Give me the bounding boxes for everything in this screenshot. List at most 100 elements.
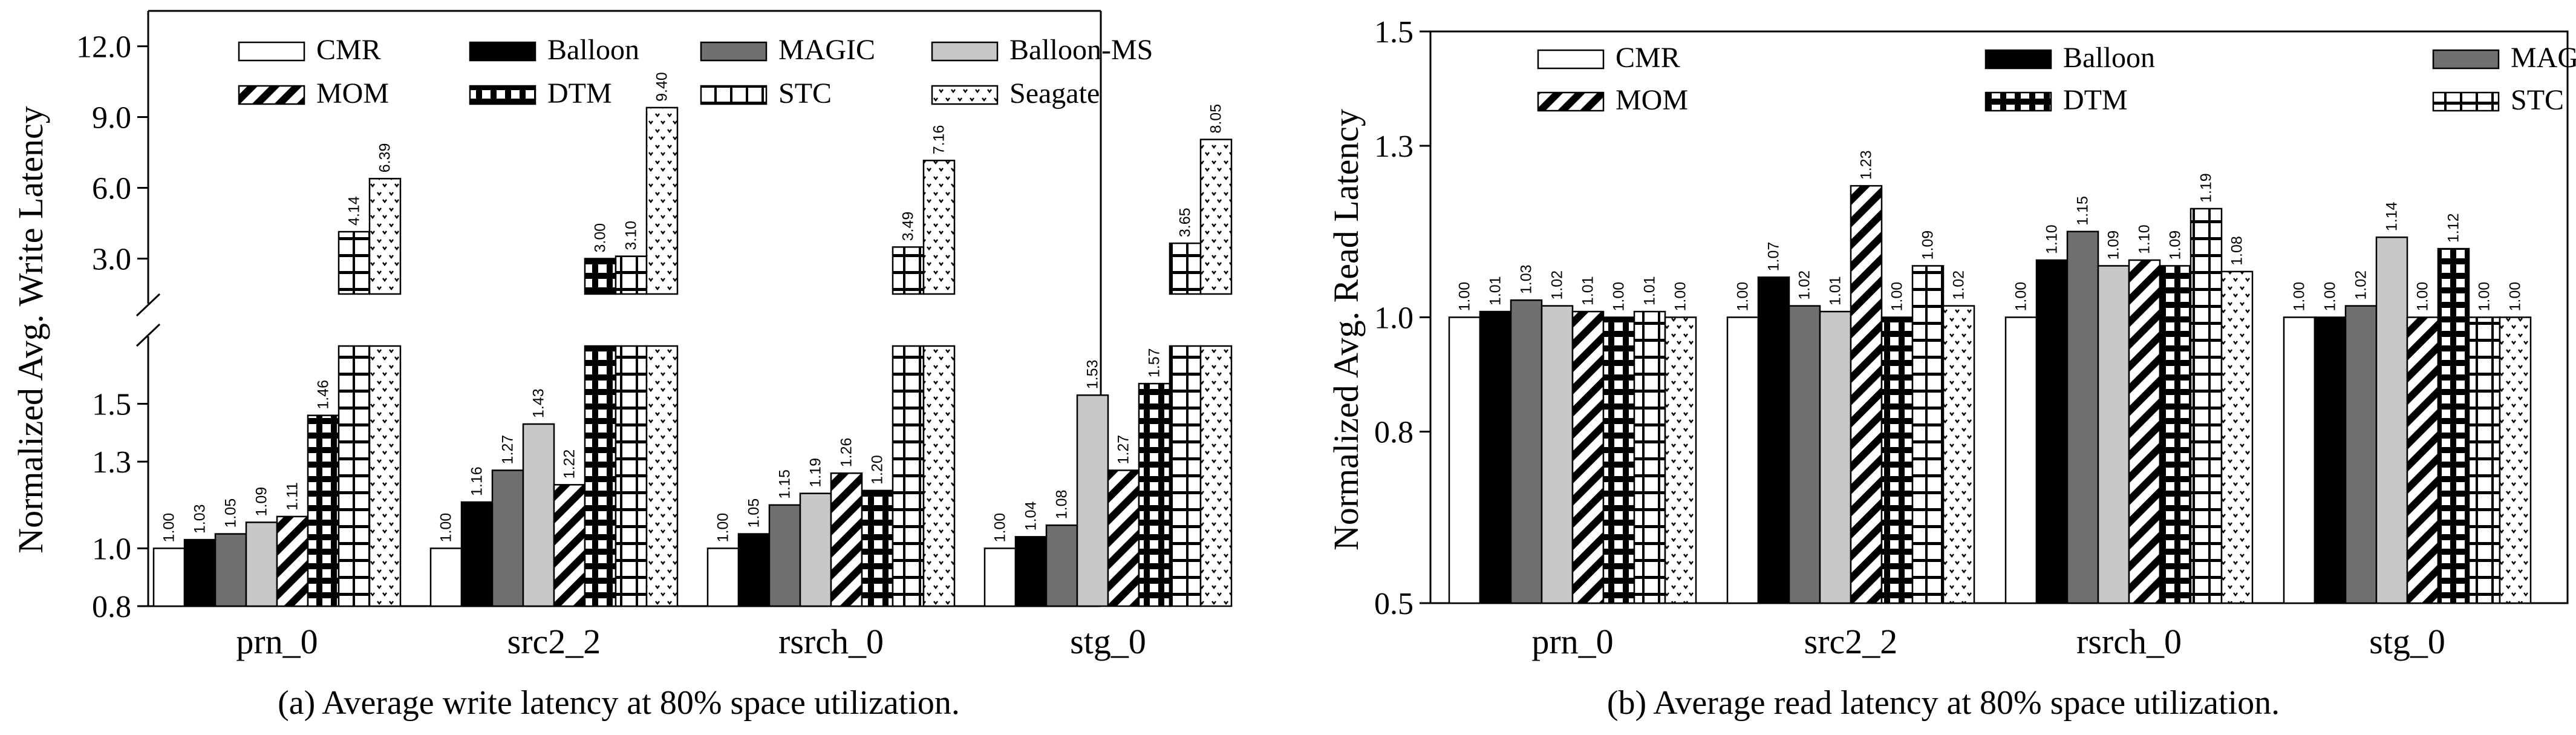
read-latency-chart: 0.50.81.01.31.5CMRBalloonMAGICBalloon-MS… xyxy=(1374,15,2576,661)
legend-swatch-balloon xyxy=(469,41,536,62)
data-label-cmr-prn-0: 1.00 xyxy=(1456,282,1473,312)
bar-mom-src2-2 xyxy=(1850,185,1883,604)
data-label-cmr-src2-2: 1.00 xyxy=(438,513,455,543)
data-label-mom-prn-0: 1.11 xyxy=(284,482,301,511)
x-tick-label-stg-0: stg_0 xyxy=(1070,622,1146,661)
bar-mom-prn-0 xyxy=(276,515,309,607)
legend-swatch-mom xyxy=(1537,91,1605,112)
data-label-stc-stg-0: 1.00 xyxy=(2476,282,2493,312)
legend-swatch-dtm xyxy=(1984,91,2052,112)
bar-seagate-prn-0 xyxy=(368,345,402,607)
bar-magic-stg-0 xyxy=(1045,524,1078,607)
data-label-seagate-src2-2: 1.02 xyxy=(1951,270,1968,300)
bar-upper-seagate-stg-0 xyxy=(1199,139,1233,295)
bar-stc-prn-0 xyxy=(1633,310,1666,604)
bar-cmr-src2-2 xyxy=(429,547,463,607)
bar-mom-prn-0 xyxy=(1571,310,1605,604)
data-label-balloon-stg-0: 1.04 xyxy=(1023,501,1040,531)
bar-stc-prn-0 xyxy=(337,345,371,607)
data-label-dtm-src2-2: 1.00 xyxy=(1889,282,1906,312)
y-tick-label: 1.0 xyxy=(1374,301,1414,336)
data-label-magic-src2-2: 1.02 xyxy=(1796,270,1813,300)
legend-swatch-dtm xyxy=(469,85,536,105)
bar-dtm-src2-2 xyxy=(584,345,617,607)
bar-cmr-src2-2 xyxy=(1726,316,1759,604)
y-tick-label: 12.0 xyxy=(76,30,131,65)
data-label-balloon-ms-src2-2: 1.43 xyxy=(530,388,547,418)
data-label-balloon-src2-2: 1.07 xyxy=(1766,242,1782,272)
data-label-dtm-rsrch-0: 1.09 xyxy=(2167,230,2184,260)
legend-swatch-cmr xyxy=(238,41,305,62)
bar-balloon-stg-0 xyxy=(1014,536,1048,607)
bar-balloon-prn-0 xyxy=(1479,310,1512,604)
bar-dtm-rsrch-0 xyxy=(2159,265,2192,604)
data-label-mom-prn-0: 1.01 xyxy=(1580,276,1597,305)
legend-swatch-seagate xyxy=(931,85,999,105)
legend-label-cmr: CMR xyxy=(316,34,381,66)
data-label-magic-prn-0: 1.03 xyxy=(1518,264,1535,294)
data-label-dtm-prn-0: 1.00 xyxy=(1611,282,1628,312)
bar-upper-dtm-src2-2 xyxy=(584,258,617,295)
legend-swatch-balloon xyxy=(1984,49,2052,70)
bar-seagate-rsrch-0 xyxy=(2220,270,2254,604)
bar-cmr-stg-0 xyxy=(2283,316,2316,604)
data-label-balloon-prn-0: 1.03 xyxy=(192,504,209,534)
bar-magic-prn-0 xyxy=(1510,299,1543,604)
legend-label-dtm: DTM xyxy=(2063,84,2128,116)
legend-label-balloon-ms: Balloon-MS xyxy=(1009,34,1153,66)
y-tick-label: 6.0 xyxy=(92,172,131,206)
bar-dtm-prn-0 xyxy=(307,414,340,607)
data-label-cmr-stg-0: 1.00 xyxy=(992,513,1009,543)
data-label-mom-rsrch-0: 1.26 xyxy=(838,438,855,468)
bar-balloon-ms-src2-2 xyxy=(522,423,555,607)
legend-label-mom: MOM xyxy=(316,77,389,109)
bar-balloon-ms-stg-0 xyxy=(2375,236,2408,604)
bar-mom-stg-0 xyxy=(1107,469,1140,607)
x-tick-label-rsrch-0: rsrch_0 xyxy=(778,622,884,661)
data-label-mom-stg-0: 1.00 xyxy=(2415,282,2431,312)
bar-seagate-stg-0 xyxy=(1199,345,1233,607)
data-label-seagate-prn-0: 6.39 xyxy=(377,143,394,173)
y-tick-label: 1.0 xyxy=(92,532,131,566)
data-label-balloon-ms-stg-0: 1.14 xyxy=(2384,201,2401,231)
data-label-cmr-rsrch-0: 1.00 xyxy=(2013,282,2030,312)
axis-break-mark-lower xyxy=(135,323,161,347)
bar-balloon-ms-prn-0 xyxy=(1541,305,1574,604)
legend-swatch-balloon-ms xyxy=(931,41,999,62)
data-label-mom-src2-2: 1.23 xyxy=(1858,150,1875,180)
bar-seagate-prn-0 xyxy=(1664,316,1697,604)
bar-balloon-ms-src2-2 xyxy=(1819,310,1852,604)
data-label-magic-prn-0: 1.05 xyxy=(223,498,240,528)
x-tick-label-prn-0: prn_0 xyxy=(236,622,318,661)
bar-seagate-rsrch-0 xyxy=(922,345,956,607)
bar-balloon-ms-rsrch-0 xyxy=(2097,265,2130,604)
data-label-magic-stg-0: 1.02 xyxy=(2353,270,2370,300)
x-tick-label-prn-0: prn_0 xyxy=(1531,622,1613,661)
bar-upper-seagate-prn-0 xyxy=(368,178,402,295)
data-label-mom-rsrch-0: 1.10 xyxy=(2136,224,2153,254)
y-tick-label: 1.5 xyxy=(1374,15,1414,50)
x-tick-label-rsrch-0: rsrch_0 xyxy=(2076,622,2182,661)
data-label-mom-src2-2: 1.22 xyxy=(561,449,578,479)
legend-label-magic: MAGIC xyxy=(2511,42,2576,74)
bar-cmr-stg-0 xyxy=(983,547,1017,607)
bar-upper-stc-stg-0 xyxy=(1169,242,1202,295)
bar-balloon-stg-0 xyxy=(2314,316,2347,604)
legend-label-magic: MAGIC xyxy=(778,34,875,66)
y-axis-label-write: Normalized Avg. Write Latency xyxy=(11,106,50,554)
data-label-magic-stg-0: 1.08 xyxy=(1054,490,1071,520)
bar-mom-rsrch-0 xyxy=(830,472,863,607)
legend-swatch-mom xyxy=(238,85,305,105)
legend-swatch-stc xyxy=(2432,91,2500,112)
bar-stc-src2-2 xyxy=(1911,265,1945,604)
bar-magic-rsrch-0 xyxy=(768,504,801,607)
data-label-balloon-ms-src2-2: 1.01 xyxy=(1827,276,1844,305)
bar-magic-src2-2 xyxy=(491,469,524,607)
bar-balloon-rsrch-0 xyxy=(2035,259,2069,604)
legend-label-stc: STC xyxy=(778,77,832,109)
legend-label-mom: MOM xyxy=(1616,84,1688,116)
legend-label-balloon: Balloon xyxy=(547,34,639,66)
bar-magic-src2-2 xyxy=(1788,305,1821,604)
legend-swatch-magic xyxy=(2432,49,2500,70)
